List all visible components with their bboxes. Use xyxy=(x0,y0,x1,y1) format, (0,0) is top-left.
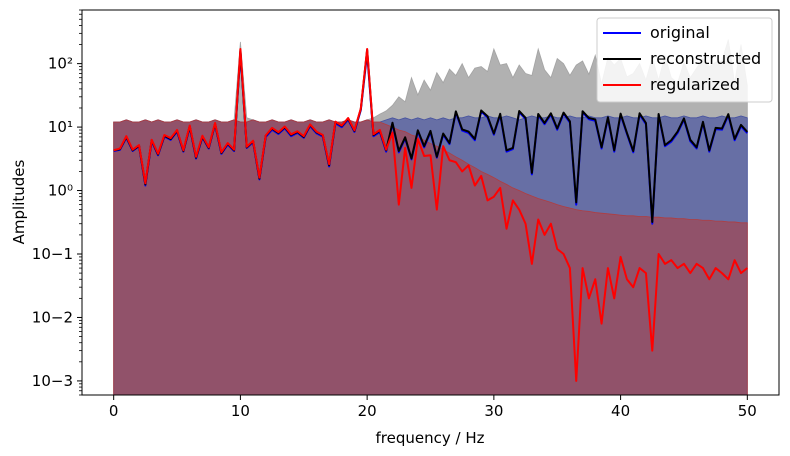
x-tick-label: 10 xyxy=(231,402,250,420)
x-tick-label: 20 xyxy=(358,402,377,420)
legend: original reconstructed regularized xyxy=(596,17,773,103)
legend-label-regularized: regularized xyxy=(650,75,740,94)
band-regularized xyxy=(113,119,748,395)
x-axis-label: frequency / Hz xyxy=(376,429,485,447)
y-axis-label: Amplitudes xyxy=(10,159,28,244)
y-tick-label: 10² xyxy=(48,55,73,73)
y-tick-label: 10¹ xyxy=(48,118,73,136)
x-axis-ticks: 0 10 20 30 40 50 xyxy=(109,395,757,420)
line-regularized xyxy=(113,48,748,382)
legend-box xyxy=(596,17,773,103)
y-tick-label: 10⁰ xyxy=(48,182,73,200)
x-tick-label: 40 xyxy=(611,402,630,420)
x-tick-label: 0 xyxy=(109,402,119,420)
plot-frame xyxy=(81,9,780,396)
legend-label-reconstructed: reconstructed xyxy=(650,49,761,68)
y-tick-label: 10−2 xyxy=(32,308,73,326)
x-tick-label: 30 xyxy=(484,402,503,420)
y-tick-label: 10−1 xyxy=(32,245,73,263)
y-axis-ticks: 10−3 10−2 10−1 10⁰ 10¹ 10² xyxy=(32,9,82,396)
series-lines xyxy=(113,48,749,382)
legend-label-original: original xyxy=(650,23,710,42)
x-tick-label: 50 xyxy=(738,402,757,420)
y-tick-label: 10−3 xyxy=(32,372,73,390)
